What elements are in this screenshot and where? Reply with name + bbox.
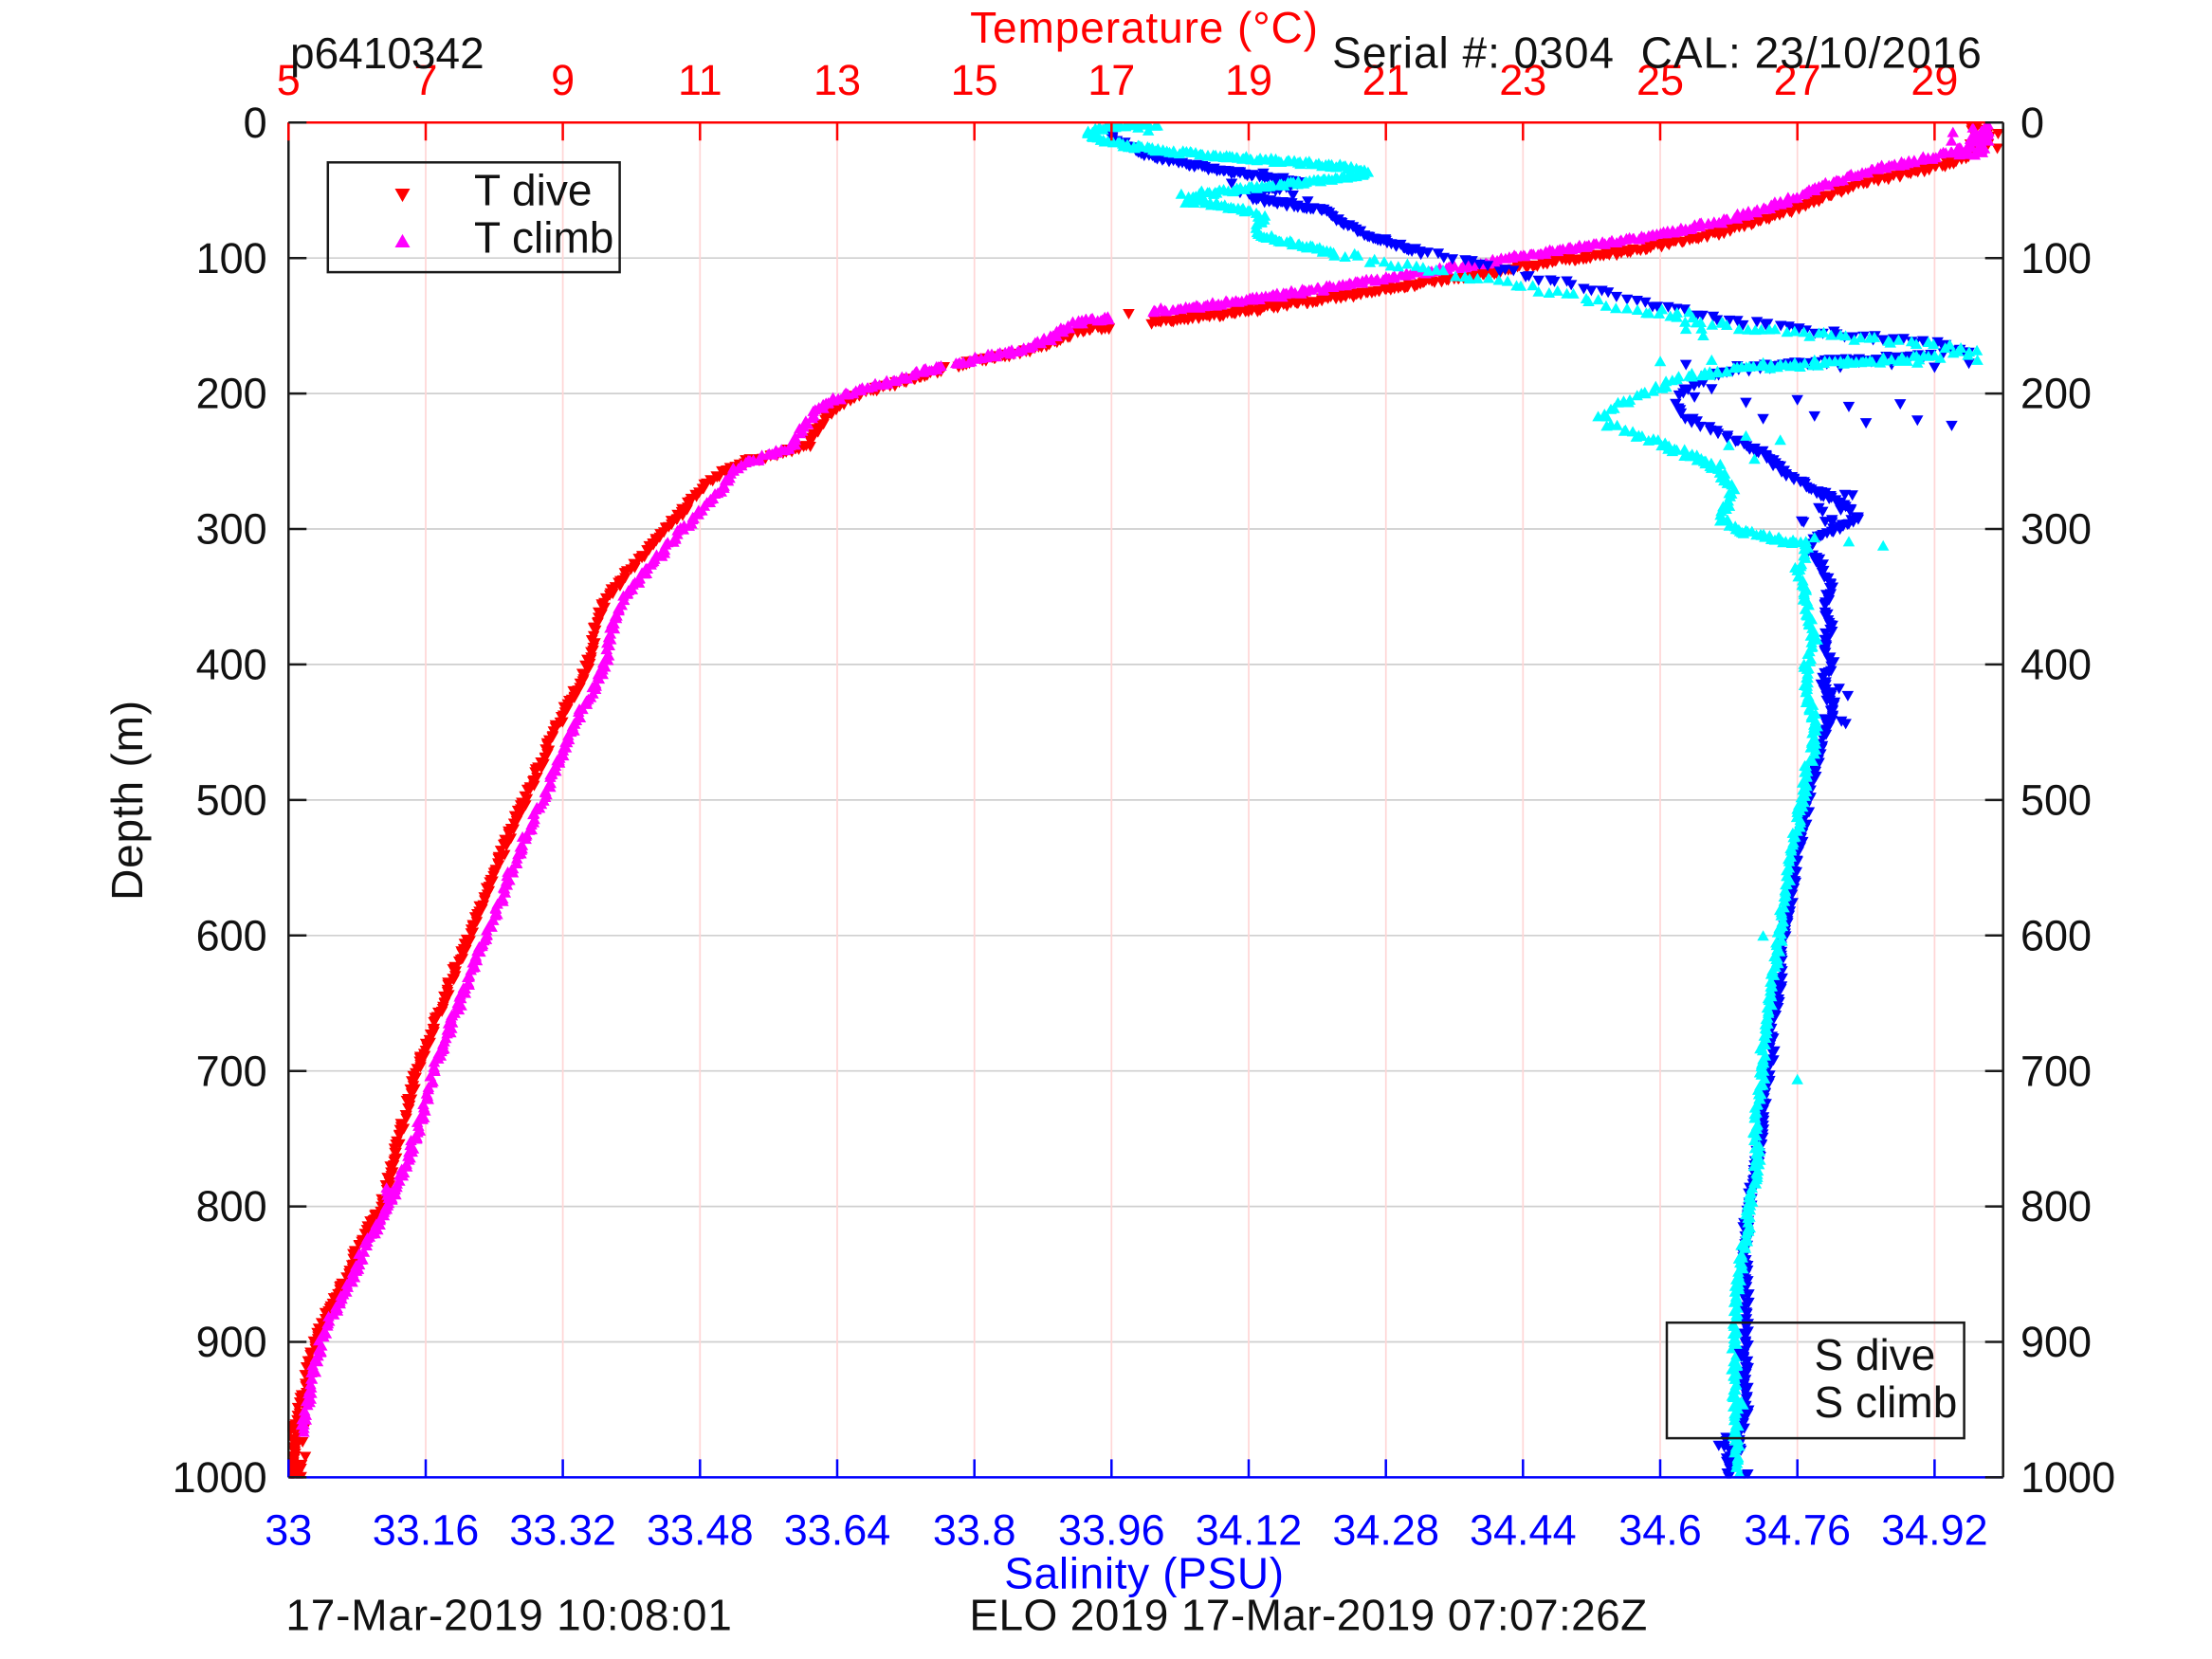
svg-text:p6410342: p6410342	[290, 28, 484, 78]
svg-text:23: 23	[1499, 56, 1546, 104]
svg-text:Serial #: 0304 CAL: 23/10/201: Serial #: 0304 CAL: 23/10/2016	[1332, 28, 1983, 78]
svg-text:900: 900	[2020, 1318, 2092, 1366]
svg-text:17-Mar-2019 10:08:01: 17-Mar-2019 10:08:01	[285, 1591, 732, 1640]
svg-text:600: 600	[196, 911, 267, 959]
svg-text:34.6: 34.6	[1618, 1506, 1702, 1555]
svg-text:7: 7	[413, 56, 437, 104]
svg-text:700: 700	[2020, 1047, 2092, 1095]
svg-text:100: 100	[196, 234, 267, 283]
svg-text:19: 19	[1225, 56, 1272, 104]
svg-text:500: 500	[2020, 776, 2092, 825]
svg-text:33.16: 33.16	[373, 1506, 480, 1555]
svg-text:33.64: 33.64	[784, 1506, 891, 1555]
svg-text:400: 400	[2020, 641, 2092, 689]
svg-text:0: 0	[244, 99, 267, 147]
svg-text:29: 29	[1910, 56, 1958, 104]
svg-text:33.48: 33.48	[647, 1506, 754, 1555]
svg-text:800: 800	[2020, 1182, 2092, 1231]
svg-text:11: 11	[678, 56, 722, 104]
svg-text:9: 9	[551, 56, 575, 104]
svg-text:0: 0	[2020, 99, 2044, 147]
svg-text:25: 25	[1636, 56, 1684, 104]
svg-text:33.8: 33.8	[933, 1506, 1016, 1555]
svg-text:T dive: T dive	[474, 166, 592, 215]
svg-text:34.92: 34.92	[1881, 1506, 1988, 1555]
svg-text:33.32: 33.32	[509, 1506, 616, 1555]
svg-text:200: 200	[2020, 370, 2092, 418]
svg-text:34.44: 34.44	[1470, 1506, 1577, 1555]
svg-text:15: 15	[951, 56, 998, 104]
svg-text:400: 400	[196, 641, 267, 689]
svg-text:800: 800	[196, 1182, 267, 1231]
svg-text:300: 300	[2020, 505, 2092, 554]
svg-text:13: 13	[814, 56, 861, 104]
svg-text:200: 200	[196, 370, 267, 418]
svg-text:300: 300	[196, 505, 267, 554]
svg-text:5: 5	[277, 56, 301, 104]
svg-text:700: 700	[196, 1047, 267, 1095]
svg-text:S dive: S dive	[1815, 1330, 1936, 1379]
svg-text:600: 600	[2020, 911, 2092, 959]
svg-text:S climb: S climb	[1815, 1377, 1958, 1427]
svg-text:Salinity (PSU): Salinity (PSU)	[1004, 1549, 1284, 1598]
svg-text:34.76: 34.76	[1744, 1506, 1851, 1555]
svg-text:500: 500	[196, 776, 267, 825]
svg-text:21: 21	[1362, 56, 1410, 104]
svg-text:Temperature (°C): Temperature (°C)	[970, 3, 1319, 52]
svg-text:Depth (m): Depth (m)	[102, 700, 152, 901]
svg-text:27: 27	[1774, 56, 1821, 104]
svg-text:100: 100	[2020, 234, 2092, 283]
svg-text:33.96: 33.96	[1058, 1506, 1165, 1555]
svg-text:33: 33	[265, 1506, 312, 1555]
svg-text:17: 17	[1088, 56, 1135, 104]
svg-text:1000: 1000	[173, 1453, 267, 1502]
svg-text:34.12: 34.12	[1196, 1506, 1303, 1555]
svg-text:T climb: T climb	[474, 213, 613, 263]
svg-text:1000: 1000	[2020, 1453, 2115, 1502]
svg-text:900: 900	[196, 1318, 267, 1366]
svg-text:ELO 2019 17-Mar-2019 07:07:26Z: ELO 2019 17-Mar-2019 07:07:26Z	[969, 1591, 1647, 1640]
svg-text:34.28: 34.28	[1332, 1506, 1439, 1555]
